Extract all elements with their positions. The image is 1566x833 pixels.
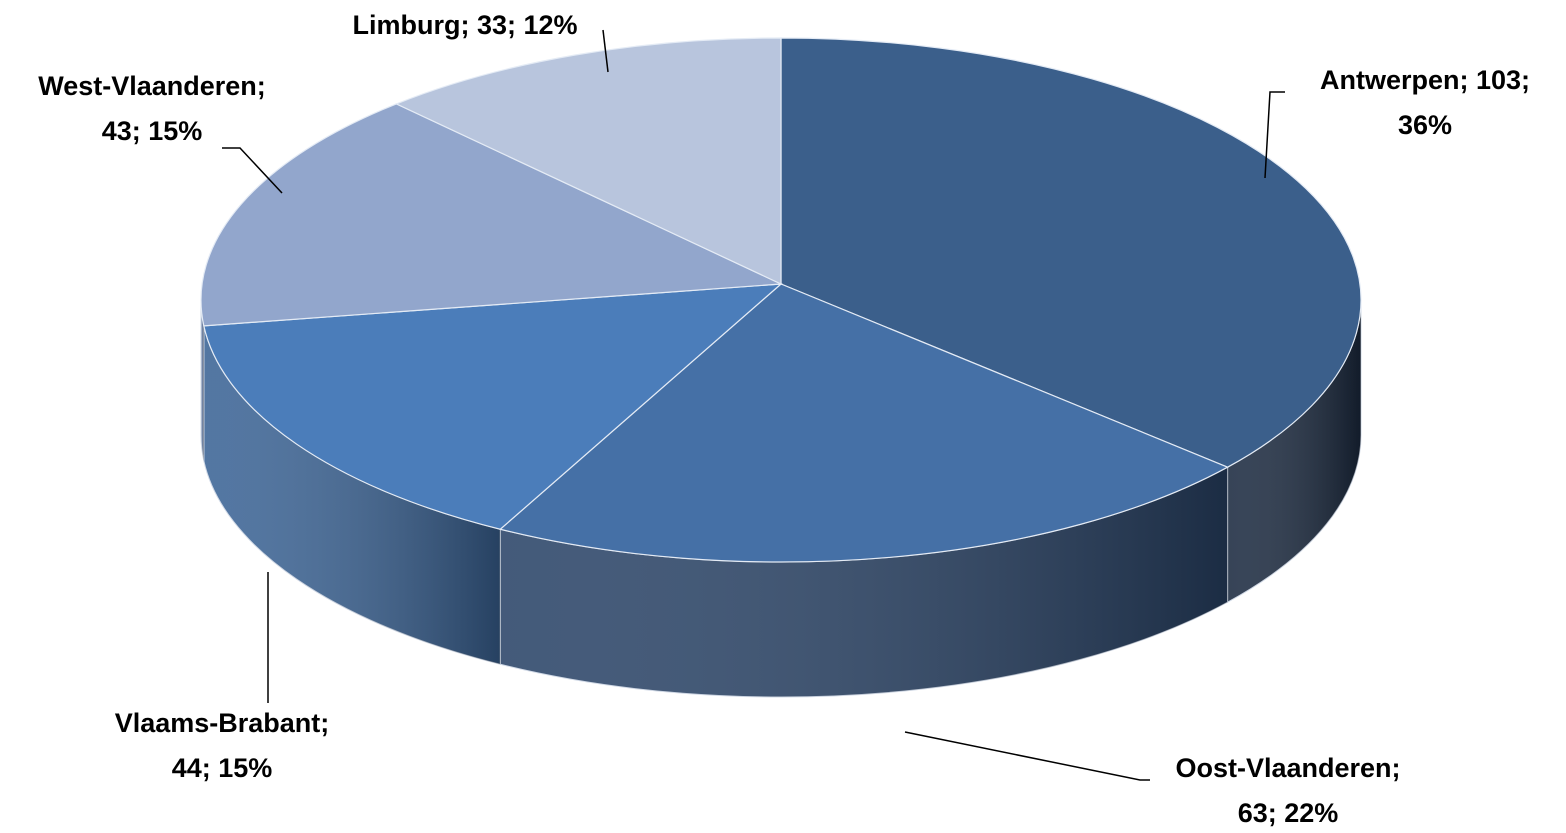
- data-label-line: 36%: [1398, 110, 1452, 140]
- pie-tops: [200, 37, 1362, 563]
- slice: [498, 283, 1229, 563]
- data-label: West-Vlaanderen; 43; 15%: [38, 71, 266, 146]
- slice: [200, 103, 784, 327]
- slice-side-shade: [500, 467, 1228, 697]
- pie-sides: [200, 299, 1362, 698]
- slice: [394, 37, 782, 285]
- data-label-line: 63; 22%: [1238, 798, 1339, 828]
- slice-side-shade: [1227, 300, 1361, 603]
- data-label-line: 43; 15%: [102, 116, 203, 146]
- leader-line: [222, 147, 283, 194]
- data-label-line: Antwerpen; 103;: [1320, 65, 1530, 95]
- data-label: Antwerpen; 103; 36%: [1320, 65, 1530, 140]
- slice: [203, 283, 783, 530]
- slice-side-shade: [203, 325, 501, 665]
- leader-line: [904, 731, 1150, 781]
- data-label: Vlaams-Brabant; 44; 15%: [115, 708, 330, 783]
- data-label-line: Limburg; 33; 12%: [352, 10, 577, 40]
- leader-line: [1264, 91, 1285, 179]
- slice: [780, 37, 1362, 468]
- data-label-line: West-Vlaanderen;: [38, 71, 266, 101]
- leader-line: [602, 29, 609, 73]
- data-label-line: Vlaams-Brabant;: [115, 708, 330, 738]
- data-label: Limburg; 33; 12%: [352, 10, 577, 40]
- data-labels: Antwerpen; 103; 36% Oost-Vlaanderen; 63; 22…: [38, 10, 1530, 828]
- data-label-line: Oost-Vlaanderen;: [1175, 753, 1400, 783]
- slice-side-shade: [201, 300, 204, 461]
- data-label: Oost-Vlaanderen; 63; 22%: [1175, 753, 1400, 828]
- data-label-line: 44; 15%: [172, 753, 273, 783]
